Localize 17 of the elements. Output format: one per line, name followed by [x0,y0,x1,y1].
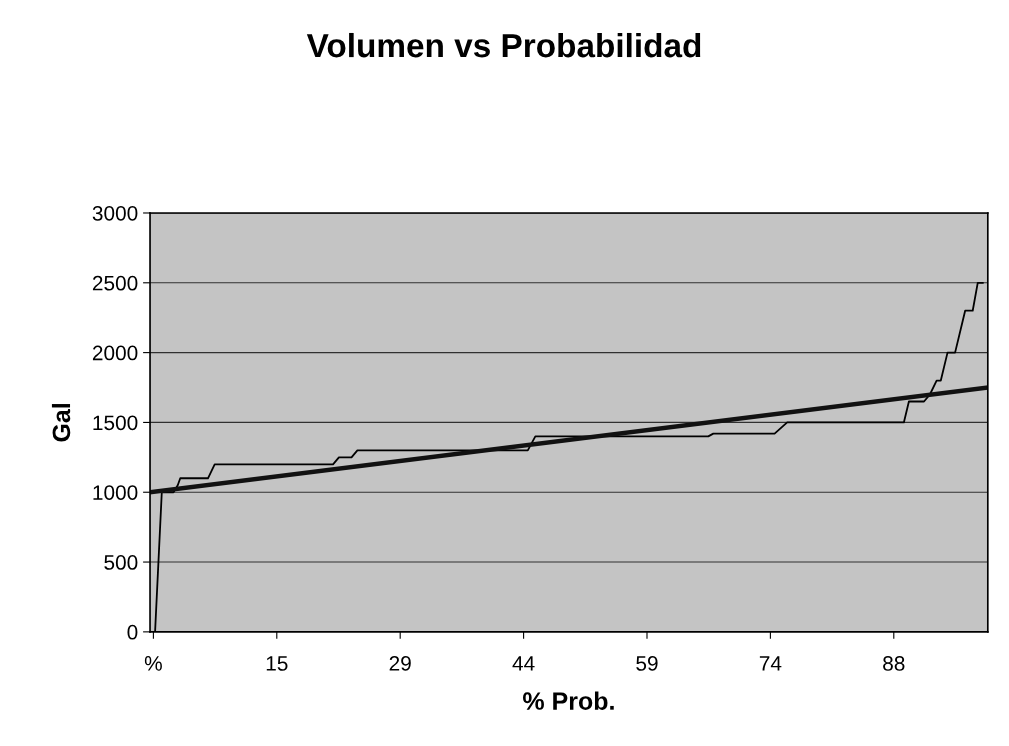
x-tick-label: 44 [512,656,535,671]
x-axis-title: % Prob. [523,691,614,710]
y-tick-label: 2500 [92,275,138,291]
y-tick-label: 1000 [93,485,138,500]
x-tick-label: 74 [759,656,782,671]
y-tick-label: 0 [127,624,138,640]
y-tick-label: 3000 [92,205,138,221]
y-tick-label: 1500 [93,415,138,431]
chart-title: Volumen vs Probabilidad [306,32,701,58]
x-tick-label: 88 [883,656,905,671]
y-tick-label: 500 [104,555,138,570]
x-tick-label: 15 [266,656,288,671]
y-axis-title: Gal [51,404,71,442]
x-tick-label: 59 [636,656,658,671]
x-tick-label: % [144,656,162,671]
x-tick-label: 29 [389,656,411,671]
y-tick-label: 2000 [92,345,138,361]
